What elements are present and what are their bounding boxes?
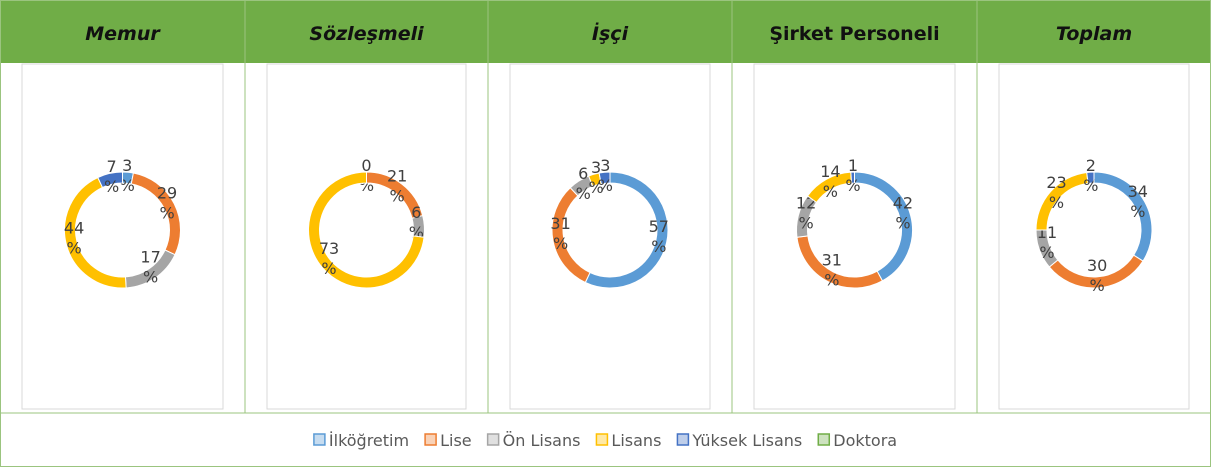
legend-swatch bbox=[313, 433, 326, 446]
label-line: % bbox=[1083, 176, 1098, 195]
data-label: 2% bbox=[1083, 156, 1098, 195]
label-line: % bbox=[823, 182, 838, 201]
legend-label: Yüksek Lisans bbox=[691, 431, 802, 450]
label-line: 31 bbox=[822, 251, 842, 270]
data-label: 6% bbox=[576, 164, 591, 203]
label-line: 29 bbox=[157, 183, 177, 202]
legend-label: Doktora bbox=[833, 431, 897, 450]
column-title: Şirket Personeli bbox=[769, 23, 939, 45]
data-label: 1% bbox=[845, 156, 860, 195]
label-line: % bbox=[845, 176, 860, 195]
column-title: Sözleşmeli bbox=[309, 23, 424, 45]
label-line: 3 bbox=[600, 156, 610, 175]
label-line: % bbox=[390, 186, 405, 205]
column-title: İşçi bbox=[592, 21, 629, 45]
legend-label: Lisans bbox=[611, 431, 661, 450]
label-line: 44 bbox=[64, 218, 84, 237]
label-line: 31 bbox=[550, 214, 570, 233]
label-line: 57 bbox=[649, 217, 669, 236]
label-line: % bbox=[321, 259, 336, 278]
data-label: 14% bbox=[820, 162, 840, 201]
data-label: 31% bbox=[822, 251, 842, 290]
label-line: % bbox=[1130, 202, 1145, 221]
label-line: 30 bbox=[1087, 256, 1107, 275]
legend-swatch bbox=[595, 433, 609, 446]
label-line: % bbox=[576, 184, 591, 203]
label-line: % bbox=[895, 214, 910, 233]
legend-label: Lise bbox=[440, 431, 472, 450]
label-line: % bbox=[1090, 276, 1105, 295]
label-line: 6 bbox=[578, 164, 588, 183]
label-line: 34 bbox=[1128, 182, 1148, 201]
legend-swatch bbox=[817, 433, 831, 446]
label-line: 7 bbox=[106, 157, 116, 176]
legend-label: Ön Lisans bbox=[503, 431, 581, 450]
data-label: 3% bbox=[588, 158, 603, 197]
data-label: 31% bbox=[550, 214, 570, 253]
data-label: 34% bbox=[1128, 182, 1148, 221]
label-line: 14 bbox=[820, 162, 840, 181]
chart-frame bbox=[21, 63, 224, 410]
chart-frame bbox=[753, 63, 956, 410]
label-line: % bbox=[1049, 193, 1064, 212]
data-label: 7% bbox=[104, 157, 119, 196]
label-line: 3 bbox=[591, 158, 601, 177]
label-line: % bbox=[651, 237, 666, 256]
legend-swatch bbox=[676, 433, 690, 446]
data-label: 57% bbox=[649, 217, 669, 256]
label-line: 23 bbox=[1046, 173, 1066, 192]
column-title: Toplam bbox=[1056, 23, 1132, 45]
data-label: 23% bbox=[1046, 173, 1066, 212]
label-line: % bbox=[66, 238, 81, 257]
label-line: % bbox=[588, 178, 603, 197]
label-line: 0 bbox=[361, 156, 371, 175]
label-line: % bbox=[824, 271, 839, 290]
label-line: % bbox=[598, 176, 613, 195]
legend-swatch bbox=[486, 433, 500, 446]
data-label: 29% bbox=[157, 183, 177, 222]
label-line: % bbox=[104, 177, 119, 196]
data-label: 3% bbox=[120, 156, 135, 195]
label-line: % bbox=[159, 203, 174, 222]
header-bar bbox=[0, 0, 1211, 63]
data-label: 73% bbox=[319, 239, 339, 278]
label-line: 21 bbox=[387, 166, 407, 185]
label-line: % bbox=[1039, 243, 1054, 262]
legend: İlköğretim Lise Ön Lisans Lisans Yüksek Lisa… bbox=[313, 431, 897, 450]
data-label: 44% bbox=[64, 218, 84, 257]
chart-frame bbox=[266, 63, 467, 410]
label-line: 3 bbox=[122, 156, 132, 175]
label-line: % bbox=[143, 267, 158, 286]
chart-frame bbox=[998, 63, 1190, 410]
data-label: 17% bbox=[140, 247, 160, 286]
legend-label: İlköğretim bbox=[329, 431, 409, 450]
legend-swatch bbox=[424, 433, 437, 446]
label-line: 42 bbox=[893, 194, 913, 213]
data-label: 3% bbox=[598, 156, 613, 195]
chart-frame bbox=[509, 63, 711, 410]
label-line: % bbox=[120, 176, 135, 195]
label-line: % bbox=[798, 214, 813, 233]
column-title: Memur bbox=[85, 23, 161, 45]
label-line: 6 bbox=[411, 203, 421, 222]
label-line: 2 bbox=[1086, 156, 1096, 175]
label-line: 1 bbox=[848, 156, 858, 175]
data-label: 21% bbox=[387, 166, 407, 205]
label-line: 73 bbox=[319, 239, 339, 258]
label-line: 17 bbox=[140, 247, 160, 266]
label-line: % bbox=[553, 234, 568, 253]
data-label: 42% bbox=[893, 194, 913, 233]
data-label: 30% bbox=[1087, 256, 1107, 295]
